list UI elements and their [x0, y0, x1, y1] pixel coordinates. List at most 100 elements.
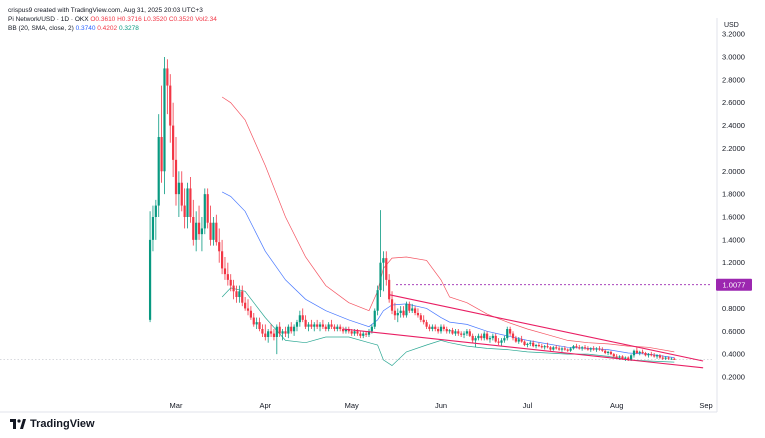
candle-body: [575, 346, 578, 348]
candle-body: [411, 308, 414, 311]
candle-body: [604, 350, 607, 353]
candle-body: [212, 222, 215, 240]
candle-body: [215, 222, 218, 243]
candle-body: [350, 331, 353, 334]
candle-body: [275, 326, 278, 337]
candle-body: [661, 357, 664, 359]
candle-body: [592, 348, 595, 350]
bb-label: BB (20, SMA, close, 2): [8, 25, 74, 32]
candle-body: [281, 331, 284, 334]
candle-body: [670, 358, 673, 360]
candle-body: [189, 188, 192, 217]
candle-body: [595, 348, 598, 350]
candle-body: [480, 335, 483, 339]
candle-body: [483, 333, 486, 339]
candle-body: [549, 347, 552, 350]
y-tick-label: 0.6000: [722, 327, 745, 336]
candle-body: [477, 335, 480, 339]
candle-body: [163, 68, 166, 172]
candle-body: [618, 356, 621, 358]
candle-body: [362, 333, 365, 336]
candle-body: [313, 324, 316, 327]
y-tick-label: 1.2000: [722, 258, 745, 267]
candle-body: [422, 319, 425, 323]
candle-body: [667, 357, 670, 359]
candle-body: [506, 329, 509, 339]
candle-body: [439, 326, 443, 332]
candle-body: [428, 326, 431, 329]
bb-legend: BB (20, SMA, close, 2) 0.3740 0.4202 0.3…: [8, 24, 217, 33]
tradingview-brand-name: TradingView: [30, 418, 95, 430]
candle-body: [261, 329, 264, 334]
candle-body: [647, 354, 650, 356]
bb-upper-band: [221, 96, 675, 353]
candle-body: [635, 350, 638, 353]
candle-body: [437, 329, 440, 332]
candle-body: [638, 351, 641, 353]
candle-body: [148, 239, 152, 320]
candle-body: [655, 355, 659, 357]
candle-body: [540, 346, 543, 348]
candle-body: [327, 324, 330, 329]
candle-body: [379, 262, 382, 291]
candle-body: [258, 322, 261, 329]
candle-body: [566, 349, 569, 351]
candle-body: [344, 329, 348, 332]
candle-body: [278, 326, 281, 334]
candle-body: [402, 310, 405, 316]
y-tick-label: 3.0000: [722, 53, 745, 62]
candle-body: [195, 222, 198, 240]
candle-body: [517, 339, 520, 342]
candle-body: [367, 331, 371, 335]
candle-body: [246, 308, 250, 311]
x-tick-label: Jun: [435, 401, 447, 410]
candle-body: [321, 324, 325, 327]
candle-body: [468, 331, 471, 336]
candle-body: [546, 346, 549, 348]
candle-body: [529, 342, 532, 344]
bb-lower-value: 0.3278: [118, 25, 139, 32]
candle-body: [612, 354, 615, 357]
y-tick-label: 2.2000: [722, 144, 745, 153]
y-tick-label: 0.4000: [722, 350, 745, 359]
candle-body: [523, 341, 526, 345]
tradingview-logo: TradingView: [10, 418, 95, 430]
candle-body: [471, 335, 474, 341]
candle-body: [264, 333, 267, 337]
candle-body: [157, 137, 160, 206]
candle-body: [586, 348, 590, 350]
candle-body: [353, 331, 356, 334]
candle-body: [460, 333, 463, 335]
x-tick-label: May: [345, 401, 359, 410]
level-line-label: 1.0077: [723, 280, 746, 289]
candle-body: [503, 338, 506, 341]
candle-body: [578, 347, 581, 349]
candle-body: [630, 355, 633, 360]
candle-body: [197, 222, 201, 235]
candle-body: [154, 205, 157, 217]
y-tick-label: 1.8000: [722, 190, 745, 199]
candle-body: [301, 315, 304, 320]
candle-body: [434, 326, 437, 329]
candle-body: [169, 85, 172, 126]
candle-body: [615, 356, 618, 358]
candle-body: [583, 347, 587, 349]
candle-body: [653, 355, 656, 357]
candle-body: [298, 315, 301, 323]
bb-basis-line: [221, 191, 675, 358]
candle-body: [511, 333, 515, 339]
candle-body: [333, 326, 336, 329]
candle-body: [532, 342, 535, 347]
candle-body: [543, 346, 546, 348]
candle-body: [431, 326, 434, 329]
y-tick-label: 2.0000: [722, 167, 745, 176]
candle-body: [376, 290, 379, 311]
candle-body: [581, 347, 584, 349]
candle-body: [413, 308, 417, 313]
candle-body: [560, 348, 564, 350]
candle-body: [310, 324, 313, 327]
candle-body: [454, 331, 457, 334]
candle-body: [192, 217, 195, 240]
x-tick-label: Mar: [170, 401, 183, 410]
